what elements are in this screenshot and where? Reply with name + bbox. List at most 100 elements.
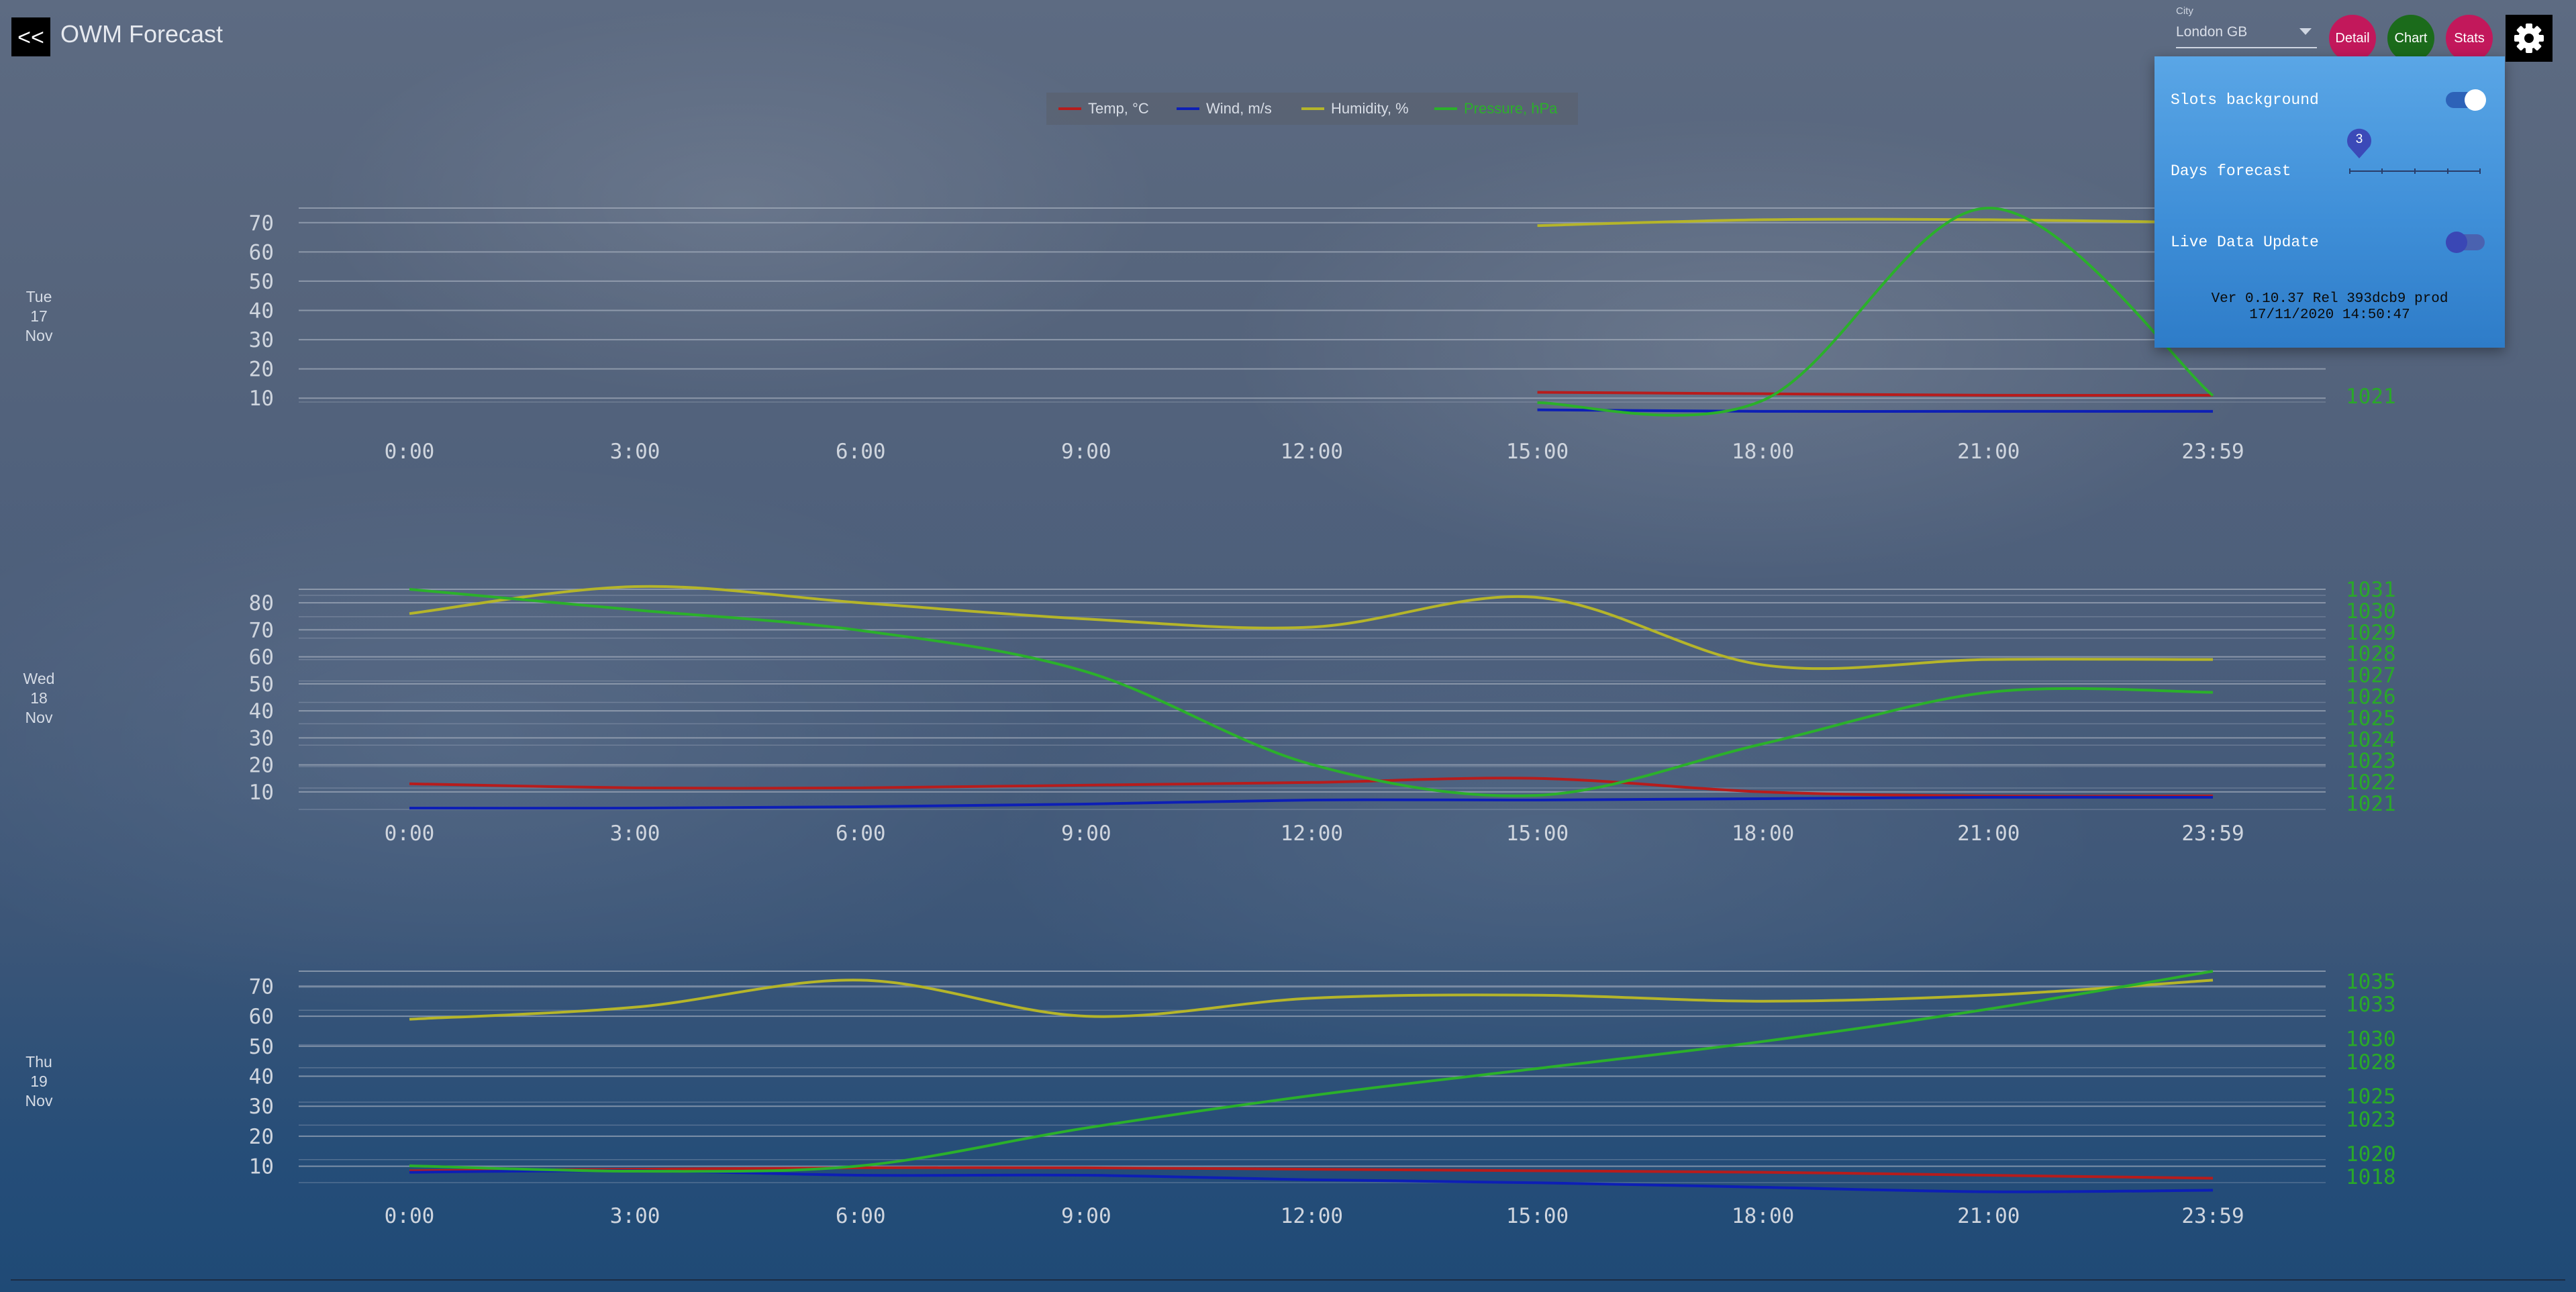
legend-swatch-pressure (1434, 107, 1457, 110)
x-tick-label: 12:00 (1281, 440, 1343, 464)
slider-tick (2349, 168, 2350, 174)
slider-value-pin (2347, 128, 2371, 158)
pressure-tick-label: 1027 (2346, 664, 2396, 688)
day-number: 19 (30, 1073, 48, 1090)
y-tick-label: 20 (249, 754, 274, 778)
pressure-tick-label: 1022 (2346, 771, 2396, 795)
city-select[interactable]: City London GB (2176, 5, 2317, 50)
x-tick-label: 12:00 (1281, 822, 1343, 846)
app-title: OWM Forecast (60, 20, 224, 48)
slider-tick (2414, 168, 2416, 174)
legend-label-temp: Temp, °C (1088, 100, 1149, 117)
settings-panel: Slots background Days forecast 3 Live Da… (2154, 56, 2505, 348)
pressure-tick-label: 1020 (2346, 1142, 2396, 1166)
back-button[interactable]: << (11, 17, 50, 56)
x-tick-label: 23:59 (2181, 822, 2244, 846)
series-line-humidity (409, 979, 2214, 1021)
x-tick-label: 9:00 (1061, 440, 1111, 464)
y-tick-label: 70 (249, 618, 274, 642)
series-line-wind (409, 795, 2214, 810)
stats-button[interactable]: Stats (2446, 15, 2493, 62)
y-tick-label: 40 (249, 1065, 274, 1089)
y-tick-label: 60 (249, 240, 274, 264)
pressure-tick-label: 1030 (2346, 599, 2396, 624)
y-tick-label: 50 (249, 270, 274, 294)
series-line-pressure (409, 970, 2214, 1173)
x-tick-label: 18:00 (1732, 822, 1794, 846)
x-tick-label: 9:00 (1061, 1204, 1111, 1228)
version-text: Ver 0.10.37 Rel 393dcb9 prod (2211, 291, 2448, 307)
pressure-tick-label: 1026 (2346, 685, 2396, 709)
y-tick-label: 80 (249, 591, 274, 615)
y-tick-label: 10 (249, 387, 274, 411)
series-line-pressure (409, 588, 2214, 797)
settings-button[interactable] (2506, 15, 2553, 62)
x-tick-label: 0:00 (385, 1204, 435, 1228)
x-tick-label: 12:00 (1281, 1204, 1343, 1228)
x-tick-label: 21:00 (1957, 822, 2020, 846)
x-tick-label: 6:00 (836, 440, 886, 464)
live-data-update-toggle[interactable] (2446, 232, 2485, 253)
pressure-tick-label: 1035 (2346, 970, 2396, 994)
gear-icon (2514, 23, 2544, 53)
chevron-down-icon (2299, 28, 2312, 35)
x-tick-label: 23:59 (2181, 1204, 2244, 1228)
slots-background-label: Slots background (2171, 91, 2319, 109)
legend-swatch-temp (1058, 107, 1081, 110)
legend-label-humidity: Humidity, % (1331, 100, 1409, 117)
x-tick-label: 6:00 (836, 822, 886, 846)
x-tick-label: 0:00 (385, 440, 435, 464)
series-line-wind (1537, 408, 2213, 413)
series-line-temp (409, 1166, 2214, 1180)
slots-background-toggle[interactable] (2446, 89, 2486, 111)
x-tick-label: 9:00 (1061, 822, 1111, 846)
y-tick-label: 50 (249, 1035, 274, 1059)
series-line-humidity (1537, 217, 2214, 228)
day-month: Nov (25, 1092, 53, 1109)
toggle-knob (2465, 89, 2486, 111)
bottom-divider (11, 1279, 2565, 1281)
slider-tick (2381, 168, 2383, 174)
legend-label-pressure: Pressure, hPa (1464, 100, 1558, 117)
x-tick-label: 15:00 (1506, 822, 1569, 846)
city-value: London GB (2176, 24, 2248, 40)
y-tick-label: 20 (249, 1125, 274, 1149)
x-tick-label: 15:00 (1506, 440, 1569, 464)
y-tick-label: 40 (249, 699, 274, 724)
y-tick-label: 10 (249, 781, 274, 805)
y-tick-label: 70 (249, 975, 274, 999)
pressure-tick-label: 1025 (2346, 706, 2396, 730)
y-tick-label: 10 (249, 1155, 274, 1179)
day-label-thu: Thu 19 Nov (0, 1052, 78, 1111)
y-tick-label: 30 (249, 1095, 274, 1119)
pressure-tick-label: 1021 (2346, 385, 2396, 409)
x-tick-label: 0:00 (385, 822, 435, 846)
pressure-tick-label: 1033 (2346, 993, 2396, 1017)
pressure-tick-label: 1028 (2346, 642, 2396, 666)
x-tick-label: 21:00 (1957, 440, 2020, 464)
toggle-knob (2446, 232, 2467, 253)
app-bar: << OWM Forecast City London GB Detail Ch… (0, 0, 2576, 74)
y-tick-label: 60 (249, 1005, 274, 1029)
series-line-pressure (1537, 206, 2214, 417)
day-month: Nov (25, 709, 53, 726)
chart-button[interactable]: Chart (2387, 15, 2434, 62)
slider-tick (2447, 168, 2448, 174)
y-tick-label: 40 (249, 299, 274, 324)
pressure-tick-label: 1021 (2346, 792, 2396, 816)
day-label-wed: Wed 18 Nov (0, 669, 78, 728)
y-tick-label: 50 (249, 673, 274, 697)
y-tick-label: 20 (249, 358, 274, 382)
pressure-tick-label: 1018 (2346, 1165, 2396, 1189)
pressure-tick-label: 1029 (2346, 621, 2396, 645)
pressure-tick-label: 1025 (2346, 1085, 2396, 1109)
day-number: 18 (30, 689, 48, 707)
live-data-update-label: Live Data Update (2171, 234, 2319, 251)
x-tick-label: 6:00 (836, 1204, 886, 1228)
pressure-tick-label: 1030 (2346, 1028, 2396, 1052)
series-line-temp (1537, 391, 2214, 397)
x-tick-label: 23:59 (2181, 440, 2244, 464)
days-forecast-slider[interactable] (2349, 168, 2481, 174)
detail-button[interactable]: Detail (2329, 15, 2376, 62)
days-forecast-value: 3 (2355, 132, 2363, 146)
